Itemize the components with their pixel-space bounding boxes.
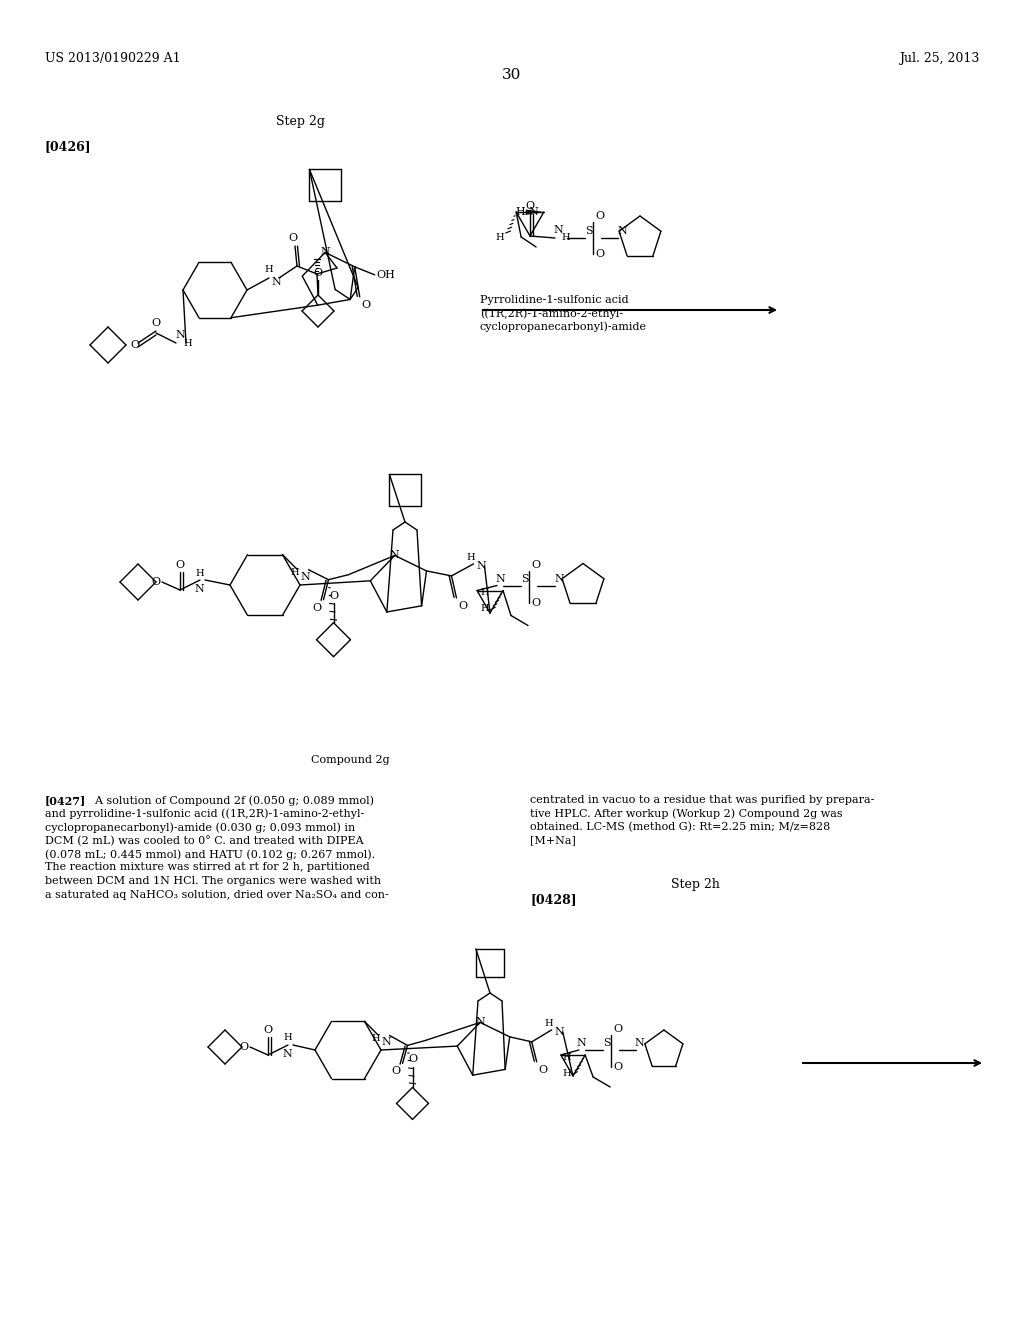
Text: S: S	[603, 1038, 610, 1048]
Text: H: H	[264, 265, 273, 275]
Text: H: H	[183, 338, 191, 347]
Text: S: S	[521, 573, 528, 583]
Text: H: H	[545, 1019, 553, 1028]
Text: [0428]: [0428]	[530, 894, 577, 906]
Text: N: N	[283, 1049, 292, 1059]
Text: O: O	[313, 268, 323, 279]
Text: OH: OH	[377, 269, 395, 280]
Text: O: O	[329, 590, 338, 601]
Text: H: H	[562, 1052, 570, 1061]
Text: N: N	[555, 1027, 564, 1036]
Text: and pyrrolidine-1-sulfonic acid ((1R,2R)-1-amino-2-ethyl-: and pyrrolidine-1-sulfonic acid ((1R,2R)…	[45, 808, 365, 820]
Text: [0427]: [0427]	[45, 795, 86, 807]
Text: O: O	[459, 601, 468, 611]
Text: Step 2h: Step 2h	[671, 878, 720, 891]
Polygon shape	[526, 210, 544, 214]
Text: H: H	[371, 1034, 380, 1043]
Text: Compound 2g: Compound 2g	[310, 755, 389, 766]
Text: N: N	[321, 247, 330, 257]
Text: A solution of Compound 2f (0.050 g; 0.089 mmol): A solution of Compound 2f (0.050 g; 0.08…	[88, 795, 374, 805]
Text: N: N	[554, 573, 564, 583]
Text: O: O	[613, 1063, 622, 1072]
Text: centrated in vacuo to a residue that was purified by prepara-: centrated in vacuo to a residue that was…	[530, 795, 874, 805]
Text: N: N	[175, 330, 184, 341]
Text: N: N	[617, 226, 627, 236]
Text: a saturated aq NaHCO₃ solution, dried over Na₂SO₄ and con-: a saturated aq NaHCO₃ solution, dried ov…	[45, 890, 389, 899]
Text: ((1R,2R)-1-amino-2-ethyl-: ((1R,2R)-1-amino-2-ethyl-	[480, 308, 624, 318]
Text: O: O	[263, 1026, 272, 1035]
Text: H₂N: H₂N	[515, 207, 539, 216]
Text: H: H	[196, 569, 204, 578]
Text: DCM (2 mL) was cooled to 0° C. and treated with DIPEA: DCM (2 mL) was cooled to 0° C. and treat…	[45, 836, 364, 846]
Text: O: O	[525, 201, 535, 211]
Text: O: O	[408, 1055, 417, 1064]
Text: [0426]: [0426]	[45, 140, 91, 153]
Text: N: N	[475, 1018, 485, 1027]
Text: O: O	[613, 1024, 622, 1034]
Text: O: O	[531, 560, 540, 569]
Text: H: H	[562, 1068, 571, 1077]
Text: O: O	[595, 249, 604, 259]
Text: [M+Na]: [M+Na]	[530, 836, 575, 846]
Text: N: N	[635, 1038, 645, 1048]
Text: N: N	[553, 224, 563, 235]
Text: H: H	[466, 553, 475, 562]
Text: N: N	[300, 572, 310, 582]
Text: N: N	[390, 550, 399, 561]
Text: tive HPLC. After workup (Workup 2) Compound 2g was: tive HPLC. After workup (Workup 2) Compo…	[530, 808, 843, 820]
Text: N: N	[195, 583, 204, 594]
Text: 30: 30	[503, 69, 521, 82]
Text: O: O	[361, 300, 371, 310]
Text: (0.078 mL; 0.445 mmol) and HATU (0.102 g; 0.267 mmol).: (0.078 mL; 0.445 mmol) and HATU (0.102 g…	[45, 849, 375, 859]
Text: O: O	[391, 1067, 400, 1076]
Text: cyclopropanecarbonyl)-amide: cyclopropanecarbonyl)-amide	[480, 321, 647, 331]
Text: O: O	[531, 598, 540, 607]
Text: N: N	[577, 1038, 587, 1048]
Text: O: O	[539, 1065, 548, 1074]
Text: H: H	[290, 568, 299, 577]
Text: US 2013/0190229 A1: US 2013/0190229 A1	[45, 51, 180, 65]
Text: S: S	[585, 226, 593, 236]
Text: The reaction mixture was stirred at rt for 2 h, partitioned: The reaction mixture was stirred at rt f…	[45, 862, 370, 873]
Text: O: O	[312, 603, 322, 612]
Text: N: N	[271, 277, 281, 286]
Text: H: H	[284, 1034, 292, 1043]
Text: between DCM and 1N HCl. The organics were washed with: between DCM and 1N HCl. The organics wer…	[45, 876, 381, 886]
Text: N: N	[495, 573, 505, 583]
Text: O: O	[239, 1041, 248, 1052]
Text: H: H	[561, 234, 569, 243]
Text: cyclopropanecarbonyl)-amide (0.030 g; 0.093 mmol) in: cyclopropanecarbonyl)-amide (0.030 g; 0.…	[45, 822, 355, 833]
Text: O: O	[130, 341, 139, 350]
Text: O: O	[151, 577, 160, 587]
Text: Pyrrolidine-1-sulfonic acid: Pyrrolidine-1-sulfonic acid	[480, 294, 629, 305]
Text: H: H	[480, 587, 489, 597]
Text: H: H	[480, 605, 489, 612]
Text: N: N	[476, 561, 486, 572]
Text: O: O	[152, 318, 161, 327]
Text: N: N	[382, 1038, 391, 1048]
Text: Step 2g: Step 2g	[275, 115, 325, 128]
Text: H: H	[496, 232, 504, 242]
Text: obtained. LC-MS (method G): Rt=2.25 min; M/z=828: obtained. LC-MS (method G): Rt=2.25 min;…	[530, 822, 830, 833]
Text: O: O	[175, 560, 184, 570]
Text: O: O	[595, 211, 604, 220]
Text: Jul. 25, 2013: Jul. 25, 2013	[899, 51, 979, 65]
Text: O: O	[289, 234, 298, 243]
